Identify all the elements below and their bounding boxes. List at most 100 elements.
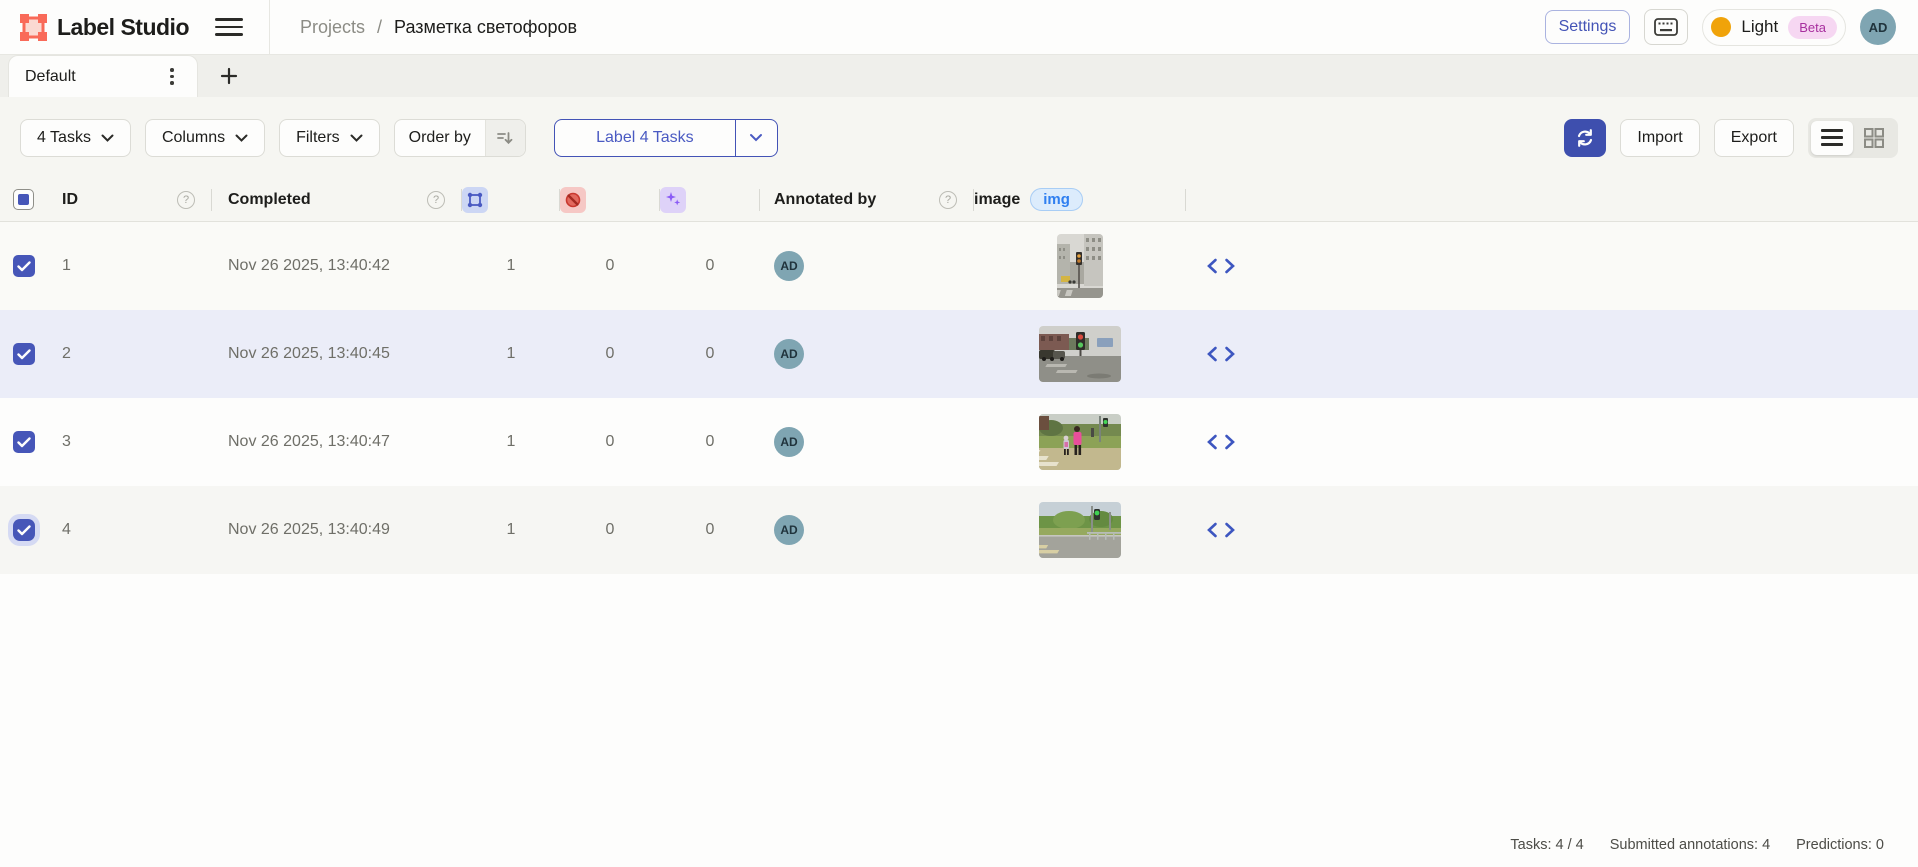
chevron-left-icon[interactable] <box>1206 346 1218 362</box>
column-header-image[interactable]: image img <box>974 188 1186 211</box>
data-manager-toolbar: 4 Tasks Columns Filters Order by <box>0 97 1918 178</box>
user-avatar[interactable]: AD <box>1860 9 1896 45</box>
settings-button[interactable]: Settings <box>1544 10 1631 44</box>
column-divider <box>211 188 212 211</box>
cell-annotations: 1 <box>462 345 560 363</box>
row-checkbox[interactable] <box>13 255 35 277</box>
grid-icon <box>1864 127 1884 148</box>
chevron-right-icon[interactable] <box>1224 346 1236 362</box>
cell-id: 2 <box>48 345 212 363</box>
table-row[interactable]: 4 Nov 26 2025, 13:40:49 1 0 0 AD <box>0 486 1918 574</box>
add-view-button[interactable] <box>212 59 246 93</box>
column-header-annotations[interactable] <box>462 186 560 213</box>
breadcrumb-projects[interactable]: Projects <box>300 16 366 37</box>
select-all-checkbox[interactable] <box>13 189 34 210</box>
column-header-cancelled[interactable] <box>560 186 660 213</box>
tab-options-icon[interactable] <box>161 66 183 88</box>
table-row[interactable]: 1 Nov 26 2025, 13:40:42 1 0 0 AD <box>0 222 1918 310</box>
completed-header-label: Completed <box>228 190 311 208</box>
completed-value: Nov 26 2025, 13:40:42 <box>228 257 390 274</box>
plus-icon <box>220 67 238 85</box>
cell-annotated-by: AD <box>760 427 974 457</box>
column-divider <box>659 188 660 211</box>
chevron-down-icon <box>350 134 363 142</box>
chevron-right-icon[interactable] <box>1224 258 1236 274</box>
cell-annotated-by: AD <box>760 251 974 281</box>
column-header-predictions[interactable] <box>660 186 760 213</box>
sort-icon <box>497 131 513 144</box>
help-icon[interactable] <box>177 190 195 209</box>
cell-completed: Nov 26 2025, 13:40:42 <box>212 257 462 275</box>
chevron-right-icon[interactable] <box>1224 522 1236 538</box>
cell-source <box>1186 522 1296 538</box>
order-by-button[interactable]: Order by <box>393 118 526 157</box>
table-row[interactable]: 3 Nov 26 2025, 13:40:47 1 0 0 AD <box>0 398 1918 486</box>
annotator-avatar: AD <box>774 339 804 369</box>
row-check-cell <box>0 431 48 453</box>
tasks-count-dropdown[interactable]: 4 Tasks <box>20 118 131 157</box>
id-value: 1 <box>62 257 71 274</box>
predictions-count: 0 <box>705 257 715 274</box>
help-icon[interactable] <box>939 190 957 209</box>
import-button[interactable]: Import <box>1620 118 1700 157</box>
tab-default[interactable]: Default <box>8 55 198 97</box>
id-header-label: ID <box>62 190 78 208</box>
label-tasks-split-button: Label 4 Tasks <box>553 118 778 157</box>
chevron-down-icon <box>101 134 114 142</box>
theme-label: Light <box>1741 17 1779 36</box>
footer-tasks-count: Tasks: 4 / 4 <box>1510 837 1584 853</box>
annotations-count: 1 <box>506 521 516 538</box>
chevron-left-icon[interactable] <box>1206 434 1218 450</box>
header-actions: Settings Light Beta AD <box>1544 8 1918 46</box>
label-tasks-button[interactable]: Label 4 Tasks <box>596 128 694 146</box>
select-all-cell <box>0 189 48 210</box>
help-icon[interactable] <box>427 190 445 209</box>
task-thumbnail <box>1039 326 1121 382</box>
toolbar-right: Import Export <box>1564 117 1898 158</box>
refresh-button[interactable] <box>1564 118 1607 157</box>
column-header-id[interactable]: ID <box>48 188 212 211</box>
annotations-count: 1 <box>506 433 516 450</box>
list-view-button[interactable] <box>1811 120 1853 155</box>
label-studio-logo[interactable]: Label Studio <box>0 13 190 41</box>
filters-dropdown[interactable]: Filters <box>279 118 380 157</box>
footer-predictions: Predictions: 0 <box>1796 837 1884 853</box>
column-header-annotated-by[interactable]: Annotated by <box>760 188 974 211</box>
breadcrumb-project-name: Разметка светофоров <box>394 16 578 37</box>
grid-view-button[interactable] <box>1853 121 1895 155</box>
chevron-left-icon[interactable] <box>1206 258 1218 274</box>
sort-direction-segment[interactable] <box>484 119 525 156</box>
beta-badge: Beta <box>1788 15 1837 39</box>
row-checkbox-focused[interactable] <box>13 519 35 541</box>
row-checkbox[interactable] <box>13 343 35 365</box>
id-value: 2 <box>62 345 71 362</box>
cell-completed: Nov 26 2025, 13:40:47 <box>212 433 462 451</box>
chevron-left-icon[interactable] <box>1206 522 1218 538</box>
cell-predictions: 0 <box>660 433 760 451</box>
row-checkbox[interactable] <box>13 431 35 453</box>
task-thumbnail <box>1039 502 1121 558</box>
cell-predictions: 0 <box>660 521 760 539</box>
column-divider <box>1185 188 1186 211</box>
cell-image <box>974 326 1186 382</box>
cell-source <box>1186 434 1296 450</box>
predictions-count: 0 <box>705 345 715 362</box>
columns-dropdown[interactable]: Columns <box>144 118 266 157</box>
row-check-cell <box>0 255 48 277</box>
hotkeys-button[interactable] <box>1644 9 1689 45</box>
table-row[interactable]: 2 Nov 26 2025, 13:40:45 1 0 0 AD <box>0 310 1918 398</box>
cancelled-count: 0 <box>605 433 615 450</box>
column-header-completed[interactable]: Completed <box>212 188 462 211</box>
export-button[interactable]: Export <box>1713 118 1794 157</box>
task-thumbnail <box>1039 414 1121 470</box>
chevron-right-icon[interactable] <box>1224 434 1236 450</box>
annotations-count: 1 <box>506 257 516 274</box>
chevron-down-icon <box>750 134 763 142</box>
theme-toggle[interactable]: Light Beta <box>1702 8 1846 46</box>
menu-icon[interactable] <box>215 13 243 41</box>
tab-label: Default <box>25 67 76 85</box>
cell-source <box>1186 346 1296 362</box>
label-tasks-caret[interactable] <box>734 119 777 156</box>
cell-id: 3 <box>48 433 212 451</box>
column-divider <box>461 188 462 211</box>
